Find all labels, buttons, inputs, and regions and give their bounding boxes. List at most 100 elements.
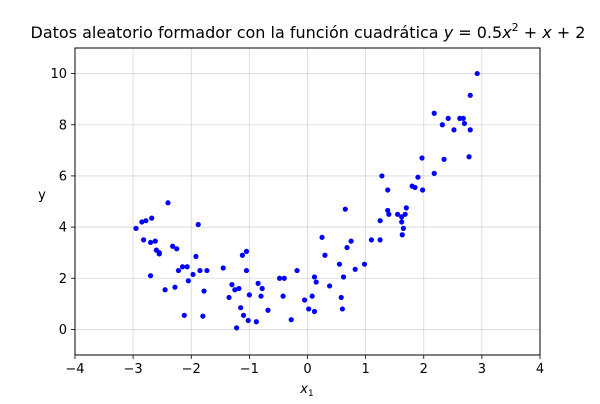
data-point xyxy=(412,184,418,191)
data-point xyxy=(379,173,385,179)
data-point xyxy=(255,280,261,286)
data-point xyxy=(385,187,391,193)
data-point xyxy=(377,237,383,243)
data-point xyxy=(193,253,199,260)
data-point xyxy=(239,252,245,258)
data-point xyxy=(461,120,468,127)
data-point xyxy=(147,239,154,246)
data-point xyxy=(175,267,182,274)
data-point xyxy=(246,292,252,298)
data-point xyxy=(377,218,383,224)
data-point xyxy=(253,319,259,325)
data-point xyxy=(184,264,190,270)
data-point xyxy=(240,312,247,318)
data-point xyxy=(352,266,358,272)
data-point xyxy=(232,287,238,293)
title-math-x1: x xyxy=(501,23,512,42)
data-point xyxy=(204,267,210,274)
data-point xyxy=(277,275,283,281)
data-point xyxy=(152,238,158,244)
data-point xyxy=(294,267,300,274)
y-tick-label: 2 xyxy=(59,272,67,287)
data-point xyxy=(243,248,250,254)
data-point xyxy=(336,261,343,267)
data-point xyxy=(319,234,325,240)
y-axis-label: y xyxy=(38,188,46,203)
data-point xyxy=(200,313,206,319)
data-point xyxy=(301,297,308,303)
data-point xyxy=(229,282,235,288)
data-point xyxy=(165,200,171,206)
x-tick-label: 1 xyxy=(361,362,369,377)
data-point xyxy=(179,264,186,270)
data-point xyxy=(403,205,409,211)
data-point xyxy=(133,225,139,231)
chart-title: Datos aleatorio formador con la función … xyxy=(31,21,586,42)
data-point xyxy=(226,294,232,301)
data-point xyxy=(195,221,201,228)
data-point xyxy=(201,288,207,294)
data-point xyxy=(342,206,348,212)
data-point xyxy=(172,284,178,290)
data-point xyxy=(280,293,286,299)
data-point xyxy=(220,265,226,271)
data-point xyxy=(306,306,312,312)
data-point xyxy=(243,267,250,274)
data-point xyxy=(162,287,168,293)
x-tick-label: −4 xyxy=(65,362,84,377)
data-point xyxy=(368,237,375,243)
data-point xyxy=(288,317,294,323)
data-point xyxy=(265,307,271,313)
data-point xyxy=(441,156,447,162)
data-point xyxy=(147,273,154,279)
data-point xyxy=(431,110,437,116)
title-math-rest1: + xyxy=(519,23,543,42)
y-tick-label: 10 xyxy=(50,67,67,82)
data-point xyxy=(259,285,265,292)
data-point xyxy=(474,70,480,77)
data-point xyxy=(190,271,196,278)
data-point xyxy=(149,215,155,221)
data-point xyxy=(431,170,437,176)
data-point xyxy=(361,261,368,267)
data-point xyxy=(348,238,354,244)
data-point xyxy=(238,305,244,311)
data-point xyxy=(309,293,315,299)
data-point xyxy=(322,252,328,258)
data-point xyxy=(419,187,426,193)
data-point xyxy=(156,250,162,256)
data-point xyxy=(174,246,180,252)
title-math-y: y xyxy=(443,23,454,42)
data-point xyxy=(344,244,350,251)
y-tick-label: 6 xyxy=(59,169,67,184)
data-point xyxy=(139,219,145,225)
data-point xyxy=(466,154,472,160)
x-tick-label: −3 xyxy=(124,362,143,377)
data-point xyxy=(386,211,392,217)
data-point xyxy=(467,127,473,133)
y-tick-label: 8 xyxy=(59,118,67,133)
ticks-layer: −4 −3 −2 −1 0 1 2 3 4 0 2 4 6 8 10 xyxy=(50,67,544,377)
x-axis-label-sub: 1 xyxy=(308,389,314,399)
y-tick-label: 4 xyxy=(59,221,67,236)
data-point xyxy=(197,267,203,274)
data-point xyxy=(311,308,318,315)
data-point xyxy=(394,211,401,217)
data-point xyxy=(460,115,466,121)
data-point xyxy=(445,115,451,121)
data-point xyxy=(402,211,408,217)
data-point xyxy=(245,317,251,324)
data-point xyxy=(399,219,405,225)
y-tick-label: 0 xyxy=(59,323,67,338)
x-tick-label: 4 xyxy=(536,362,544,377)
data-point xyxy=(311,274,318,280)
title-math-exp: 2 xyxy=(512,21,519,34)
x-tick-label: 2 xyxy=(420,362,428,377)
data-point xyxy=(467,92,473,98)
data-point xyxy=(313,279,319,285)
data-point xyxy=(439,122,445,128)
x-tick-label: −1 xyxy=(240,362,259,377)
data-point xyxy=(140,237,147,243)
